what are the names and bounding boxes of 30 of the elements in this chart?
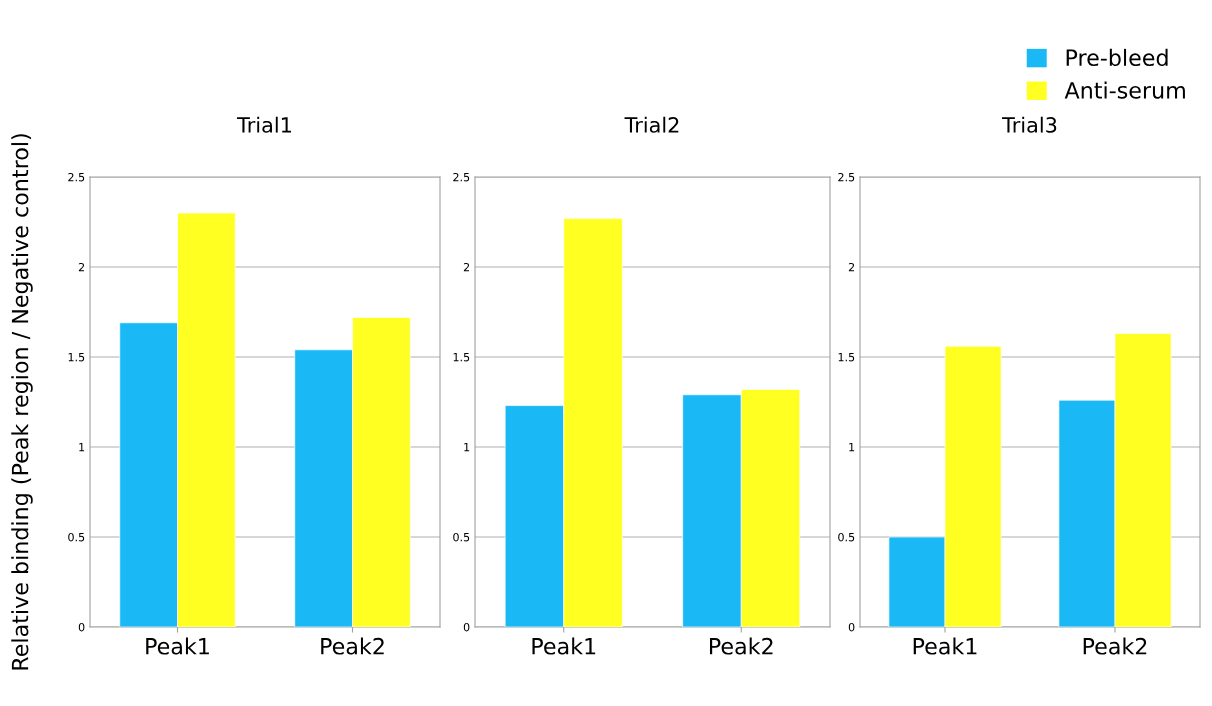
y-tick-label: 0 [78,622,85,632]
y-tick-label: 0.5 [838,532,855,542]
x-tick-label: Peak1 [532,637,596,655]
y-tick-label: 2.5 [453,172,470,182]
x-tick-label: Peak2 [1083,637,1147,655]
y-tick-label: 1 [79,443,85,452]
y-axis-title: Relative binding (Peak region / Negative control) [11,134,33,670]
y-tick-label: 0 [848,622,855,632]
y-tick-label: 0.5 [68,532,85,542]
legend-label: Anti-serum [1064,81,1185,99]
chart-title: Trial3 [1002,116,1057,133]
y-tick-label: 1 [464,443,470,452]
x-tick-label: Peak1 [146,637,209,655]
y-tick-label: 2 [463,262,470,272]
y-tick-label: 1.5 [68,353,85,362]
y-tick-label: 2.5 [68,172,85,182]
x-tick-label: Peak2 [321,637,384,655]
y-tick-label: 1 [849,443,855,452]
chart-title: Trial1 [237,116,291,133]
y-tick-label: 2 [78,262,85,272]
y-tick-label: 1.5 [453,353,470,362]
legend-label: Pre-bleed [1066,48,1168,67]
x-tick-label: Peak1 [913,637,977,655]
y-tick-label: 0 [463,622,470,632]
y-tick-label: 0.5 [453,532,470,542]
y-tick-label: 2.5 [838,172,855,182]
y-tick-label: 2 [848,262,855,272]
x-tick-label: Peak2 [709,637,773,655]
chart-title: Trial2 [624,116,679,133]
y-tick-label: 1.5 [838,353,855,362]
